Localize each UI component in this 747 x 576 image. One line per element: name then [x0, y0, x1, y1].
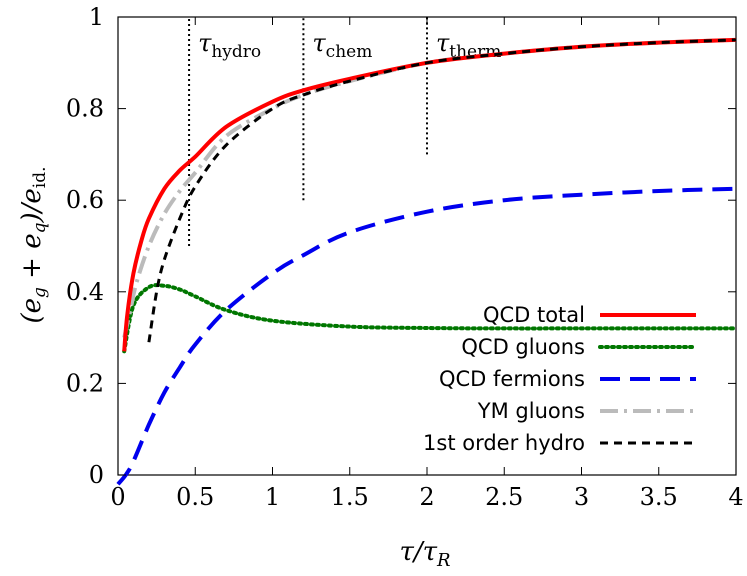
plot-frame [117, 16, 737, 476]
x-tick-label: 1.5 [331, 483, 369, 511]
y-tick-label: 1 [89, 3, 104, 31]
legend-label: YM gluons [477, 399, 585, 423]
legend-label: 1st order hydro [423, 431, 585, 455]
y-tick-label: 0.6 [66, 186, 104, 214]
series-line-qcd-fermions [116, 186, 737, 486]
x-tick-label: 0.5 [176, 483, 214, 511]
legend: QCD total QCD gluons QCD fermions YM gluons… [423, 303, 698, 455]
x-axis-label-tau: τ/τ [399, 537, 437, 567]
x-axis-label: τ/τR [399, 537, 450, 571]
x-tick-label: 2 [419, 483, 434, 511]
plot-area [117, 16, 737, 476]
legend-label: QCD fermions [439, 367, 585, 391]
series-line-qcd-gluons [122, 283, 738, 354]
series-line-ym-gluons [122, 37, 737, 339]
x-tick-label: 4 [728, 483, 743, 511]
x-tick-label: 0 [110, 483, 125, 511]
annotation-label: τchem [312, 29, 372, 62]
annotation-layer: τhydro τchem τtherm [188, 17, 501, 246]
annotation-tau: τ [198, 29, 212, 57]
x-tick-label: 3.5 [640, 483, 678, 511]
y-tick-label: 0.4 [66, 278, 104, 306]
annotation-tau: τ [312, 29, 326, 57]
annotation-label: τhydro [198, 29, 261, 62]
y-axis-label: (eg + eq)/eid. [17, 166, 50, 323]
annotation-subscript: hydro [211, 42, 261, 62]
series-line-qcd-total [122, 37, 737, 352]
y-axis-label-paren: (e [17, 298, 47, 324]
y-tick-label: 0.8 [66, 95, 104, 123]
series-line-1st-order-hydro [147, 38, 737, 343]
x-tick-label: 2.5 [485, 483, 523, 511]
x-tick-label: 1 [265, 483, 280, 511]
annotation-subscript: chem [326, 42, 373, 62]
y-tick-label: 0 [89, 461, 104, 489]
y-tick-label: 0.2 [66, 369, 104, 397]
x-tick-label: 3 [574, 483, 589, 511]
x-axis-label-sub: R [436, 550, 451, 571]
legend-label: QCD gluons [461, 335, 585, 359]
legend-label: QCD total [483, 303, 585, 327]
annotation-tau: τ [436, 29, 450, 57]
series-layer [116, 37, 738, 486]
axes-layer: 0 0.5 1 1.5 2 2.5 3 3.5 4 0 0.2 0.4 0.6 0.8 1 [66, 3, 744, 511]
